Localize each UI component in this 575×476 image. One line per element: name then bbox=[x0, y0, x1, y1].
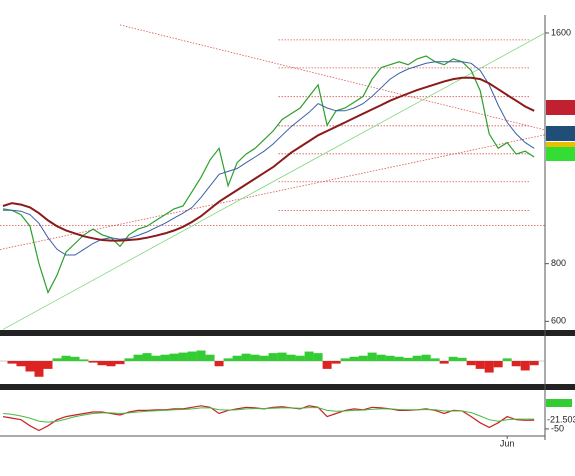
histogram-bar bbox=[52, 358, 62, 361]
histogram-bar bbox=[43, 361, 53, 369]
histogram-bar bbox=[187, 351, 197, 361]
histogram-bar bbox=[268, 353, 278, 361]
histogram-bar bbox=[70, 356, 80, 361]
histogram-bar bbox=[394, 356, 404, 361]
histogram-bar bbox=[25, 361, 35, 372]
price-tag bbox=[546, 142, 575, 147]
histogram-bar bbox=[511, 361, 521, 367]
histogram-bar bbox=[160, 354, 170, 361]
histogram-bar bbox=[475, 361, 485, 369]
histogram-bar bbox=[385, 355, 395, 361]
panel-separator bbox=[0, 330, 575, 336]
histogram-bar bbox=[430, 358, 440, 361]
histogram-bar bbox=[412, 355, 422, 361]
histogram-bar bbox=[457, 357, 467, 361]
histogram-bar bbox=[421, 354, 431, 361]
histogram-bar bbox=[88, 361, 98, 363]
histogram-bar bbox=[529, 361, 539, 366]
histogram-bar bbox=[259, 355, 269, 361]
histogram-bar bbox=[295, 355, 305, 361]
histogram-bar bbox=[205, 354, 215, 361]
trend-line bbox=[2, 32, 546, 330]
y-tick-label: 800 bbox=[551, 258, 566, 268]
histogram-bar bbox=[79, 359, 89, 361]
last-value-label: -21.5036 bbox=[547, 415, 575, 425]
histogram-bar bbox=[115, 361, 125, 365]
series-line bbox=[2, 55, 535, 295]
histogram-bar bbox=[403, 357, 413, 361]
price-tag bbox=[546, 126, 575, 141]
y-tick-label: 1600 bbox=[551, 27, 571, 37]
histogram-bar bbox=[349, 356, 359, 361]
price-tag bbox=[546, 399, 572, 407]
y-tick-label: 600 bbox=[551, 316, 566, 326]
histogram-bar bbox=[484, 361, 494, 373]
histogram-bar bbox=[214, 361, 224, 367]
histogram-bar bbox=[250, 354, 260, 361]
histogram-bar bbox=[97, 361, 107, 366]
histogram-bar bbox=[34, 361, 44, 377]
histogram-bar bbox=[7, 361, 17, 364]
trend-line bbox=[119, 24, 546, 131]
histogram-bar bbox=[520, 361, 530, 371]
histogram-bar bbox=[142, 353, 152, 361]
histogram-bar bbox=[340, 358, 350, 361]
histogram-bar bbox=[358, 355, 368, 361]
histogram-bar bbox=[196, 350, 206, 361]
histogram-bar bbox=[232, 355, 242, 361]
histogram-bar bbox=[367, 352, 377, 361]
x-tick-label: Jun bbox=[500, 438, 515, 448]
series-line bbox=[2, 407, 535, 423]
histogram-bar bbox=[133, 354, 143, 361]
histogram-bar bbox=[376, 354, 386, 361]
series-line bbox=[3, 61, 535, 256]
histogram-bar bbox=[178, 352, 188, 361]
series-line bbox=[2, 76, 535, 242]
histogram-bar bbox=[304, 351, 314, 361]
histogram-bar bbox=[493, 361, 503, 368]
histogram-bar bbox=[169, 353, 179, 361]
histogram-bar bbox=[151, 355, 161, 361]
histogram-bar bbox=[241, 353, 251, 361]
histogram-bar bbox=[439, 361, 449, 364]
histogram-bar bbox=[106, 361, 116, 367]
histogram-bar bbox=[61, 355, 71, 361]
histogram-bar bbox=[223, 358, 233, 361]
histogram-bar bbox=[313, 353, 323, 361]
histogram-bar bbox=[331, 361, 341, 364]
histogram-bar bbox=[448, 356, 458, 361]
price-tag bbox=[546, 100, 575, 115]
price-tag bbox=[546, 147, 575, 161]
histogram-bar bbox=[277, 352, 287, 361]
histogram-bar bbox=[502, 358, 512, 361]
y-tick-label: -50 bbox=[551, 423, 564, 433]
histogram-bar bbox=[322, 361, 332, 369]
histogram-bar bbox=[286, 354, 296, 361]
panel-separator bbox=[0, 384, 575, 390]
histogram-bar bbox=[124, 358, 134, 361]
histogram-bar bbox=[16, 361, 26, 367]
histogram-bar bbox=[466, 361, 476, 366]
